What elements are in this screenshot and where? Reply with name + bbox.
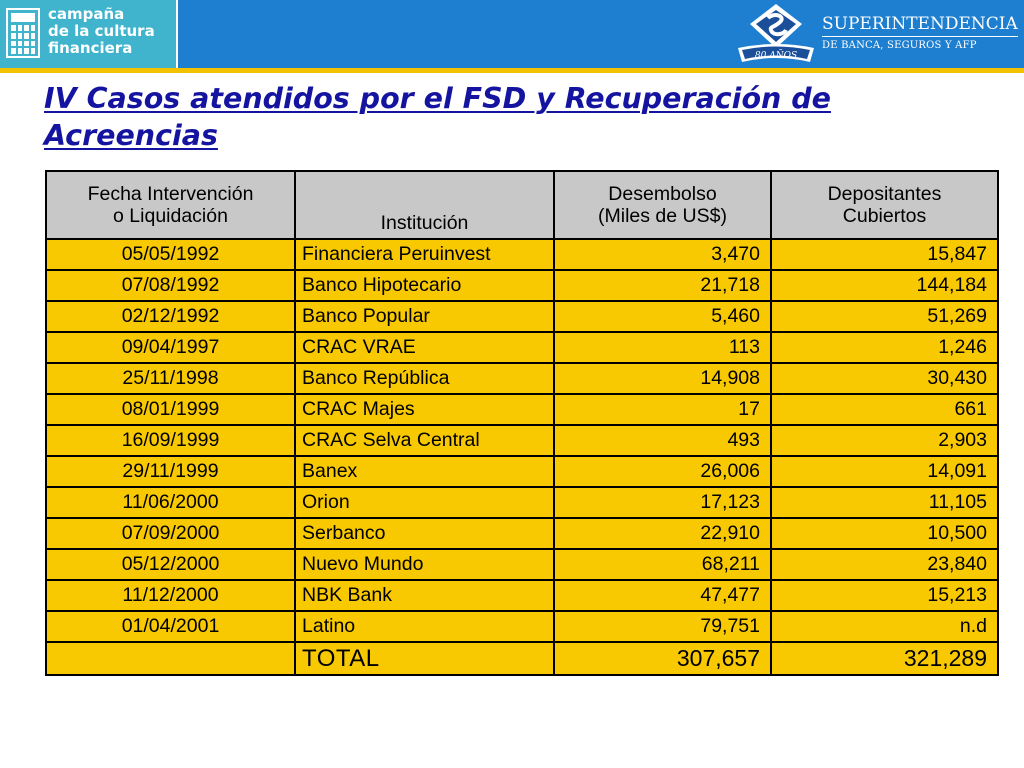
cell-date: 11/12/2000 bbox=[45, 579, 296, 612]
cell-depositors: 2,903 bbox=[770, 424, 999, 457]
calculator-icon bbox=[6, 8, 40, 58]
column-header-depositors: Depositantes Cubiertos bbox=[770, 170, 999, 240]
cell-institution: CRAC Majes bbox=[294, 393, 555, 426]
cell-disbursement: 21,718 bbox=[553, 269, 772, 302]
page-title: IV Casos atendidos por el FSD y Recupera… bbox=[44, 82, 831, 152]
cell-institution: Nuevo Mundo bbox=[294, 548, 555, 581]
table-row: 09/04/1997 CRAC VRAE 113 1,246 bbox=[45, 331, 999, 364]
cell-date: 07/09/2000 bbox=[45, 517, 296, 550]
cell-institution: NBK Bank bbox=[294, 579, 555, 612]
cell-institution: CRAC Selva Central bbox=[294, 424, 555, 457]
total-label: TOTAL bbox=[294, 641, 555, 676]
sbs-logo-text: SUPERINTENDENCIA DE BANCA, SEGUROS Y AFP bbox=[822, 14, 1020, 53]
cell-institution: Latino bbox=[294, 610, 555, 643]
cell-institution: CRAC VRAE bbox=[294, 331, 555, 364]
table-row: 07/08/1992 Banco Hipotecario 21,718 144,184 bbox=[45, 269, 999, 302]
cell-date: 09/04/1997 bbox=[45, 331, 296, 364]
cell-institution: Banco República bbox=[294, 362, 555, 395]
cell-disbursement: 113 bbox=[553, 331, 772, 364]
table-row: 05/12/2000 Nuevo Mundo 68,211 23,840 bbox=[45, 548, 999, 581]
cell-institution: Financiera Peruinvest bbox=[294, 238, 555, 271]
cell-disbursement: 68,211 bbox=[553, 548, 772, 581]
cell-institution: Banco Popular bbox=[294, 300, 555, 333]
cell-institution: Orion bbox=[294, 486, 555, 519]
cell-disbursement: 5,460 bbox=[553, 300, 772, 333]
total-disbursement: 307,657 bbox=[553, 641, 772, 676]
table-row: 07/09/2000 Serbanco 22,910 10,500 bbox=[45, 517, 999, 550]
cell-disbursement: 3,470 bbox=[553, 238, 772, 271]
table-row: 16/09/1999 CRAC Selva Central 493 2,903 bbox=[45, 424, 999, 457]
org-name: SUPERINTENDENCIA bbox=[822, 14, 1018, 37]
column-header-disbursement: Desembolso (Miles de US$) bbox=[553, 170, 772, 240]
table-row: 08/01/1999 CRAC Majes 17 661 bbox=[45, 393, 999, 426]
campaign-logo-text: campaña de la cultura financiera bbox=[48, 6, 174, 57]
total-depositors: 321,289 bbox=[770, 641, 999, 676]
cell-depositors: 144,184 bbox=[770, 269, 999, 302]
org-subtitle: DE BANCA, SEGUROS Y AFP bbox=[822, 40, 977, 51]
cell-disbursement: 17 bbox=[553, 393, 772, 426]
cell-date: 01/04/2001 bbox=[45, 610, 296, 643]
header-accent-line bbox=[0, 68, 1024, 73]
sbs-emblem-icon: 80 AÑOS bbox=[738, 4, 814, 62]
table-row: 11/06/2000 Orion 17,123 11,105 bbox=[45, 486, 999, 519]
cell-depositors: 14,091 bbox=[770, 455, 999, 488]
cell-depositors: 1,246 bbox=[770, 331, 999, 364]
cell-date: 05/05/1992 bbox=[45, 238, 296, 271]
cell-depositors: 51,269 bbox=[770, 300, 999, 333]
cell-disbursement: 47,477 bbox=[553, 579, 772, 612]
cell-date: 29/11/1999 bbox=[45, 455, 296, 488]
table-header-row: Fecha Intervención o Liquidación Instituc… bbox=[45, 170, 999, 240]
table-row: 11/12/2000 NBK Bank 47,477 15,213 bbox=[45, 579, 999, 612]
cell-disbursement: 22,910 bbox=[553, 517, 772, 550]
table-row: 02/12/1992 Banco Popular 5,460 51,269 bbox=[45, 300, 999, 333]
cell-date: 16/09/1999 bbox=[45, 424, 296, 457]
campaign-line: financiera bbox=[48, 39, 133, 57]
cell-depositors: 15,847 bbox=[770, 238, 999, 271]
cell-institution: Serbanco bbox=[294, 517, 555, 550]
cell-date: 08/01/1999 bbox=[45, 393, 296, 426]
cell-depositors: 10,500 bbox=[770, 517, 999, 550]
campaign-line: campaña bbox=[48, 5, 125, 23]
total-empty-cell bbox=[45, 641, 296, 676]
table-row: 05/05/1992 Financiera Peruinvest 3,470 15,8… bbox=[45, 238, 999, 271]
cell-depositors: 661 bbox=[770, 393, 999, 426]
column-header-date: Fecha Intervención o Liquidación bbox=[45, 170, 296, 240]
cell-depositors: 23,840 bbox=[770, 548, 999, 581]
cell-date: 05/12/2000 bbox=[45, 548, 296, 581]
cell-depositors: n.d bbox=[770, 610, 999, 643]
cases-table: Fecha Intervención o Liquidación Instituc… bbox=[45, 170, 999, 676]
campaign-line: de la cultura bbox=[48, 22, 155, 40]
column-header-institution: Institución bbox=[294, 170, 555, 240]
cell-depositors: 30,430 bbox=[770, 362, 999, 395]
cell-date: 11/06/2000 bbox=[45, 486, 296, 519]
cell-date: 02/12/1992 bbox=[45, 300, 296, 333]
cell-disbursement: 493 bbox=[553, 424, 772, 457]
cell-disbursement: 79,751 bbox=[553, 610, 772, 643]
cell-institution: Banco Hipotecario bbox=[294, 269, 555, 302]
cell-disbursement: 14,908 bbox=[553, 362, 772, 395]
cell-date: 25/11/1998 bbox=[45, 362, 296, 395]
cell-depositors: 15,213 bbox=[770, 579, 999, 612]
anniversary-badge-text: 80 AÑOS bbox=[755, 49, 797, 61]
table-row: 25/11/1998 Banco República 14,908 30,430 bbox=[45, 362, 999, 395]
table-row: 29/11/1999 Banex 26,006 14,091 bbox=[45, 455, 999, 488]
cell-institution: Banex bbox=[294, 455, 555, 488]
total-row: TOTAL 307,657 321,289 bbox=[45, 641, 999, 676]
cell-date: 07/08/1992 bbox=[45, 269, 296, 302]
cell-depositors: 11,105 bbox=[770, 486, 999, 519]
cell-disbursement: 26,006 bbox=[553, 455, 772, 488]
table-row: 01/04/2001 Latino 79,751 n.d bbox=[45, 610, 999, 643]
cell-disbursement: 17,123 bbox=[553, 486, 772, 519]
campaign-logo: campaña de la cultura financiera bbox=[0, 0, 178, 68]
